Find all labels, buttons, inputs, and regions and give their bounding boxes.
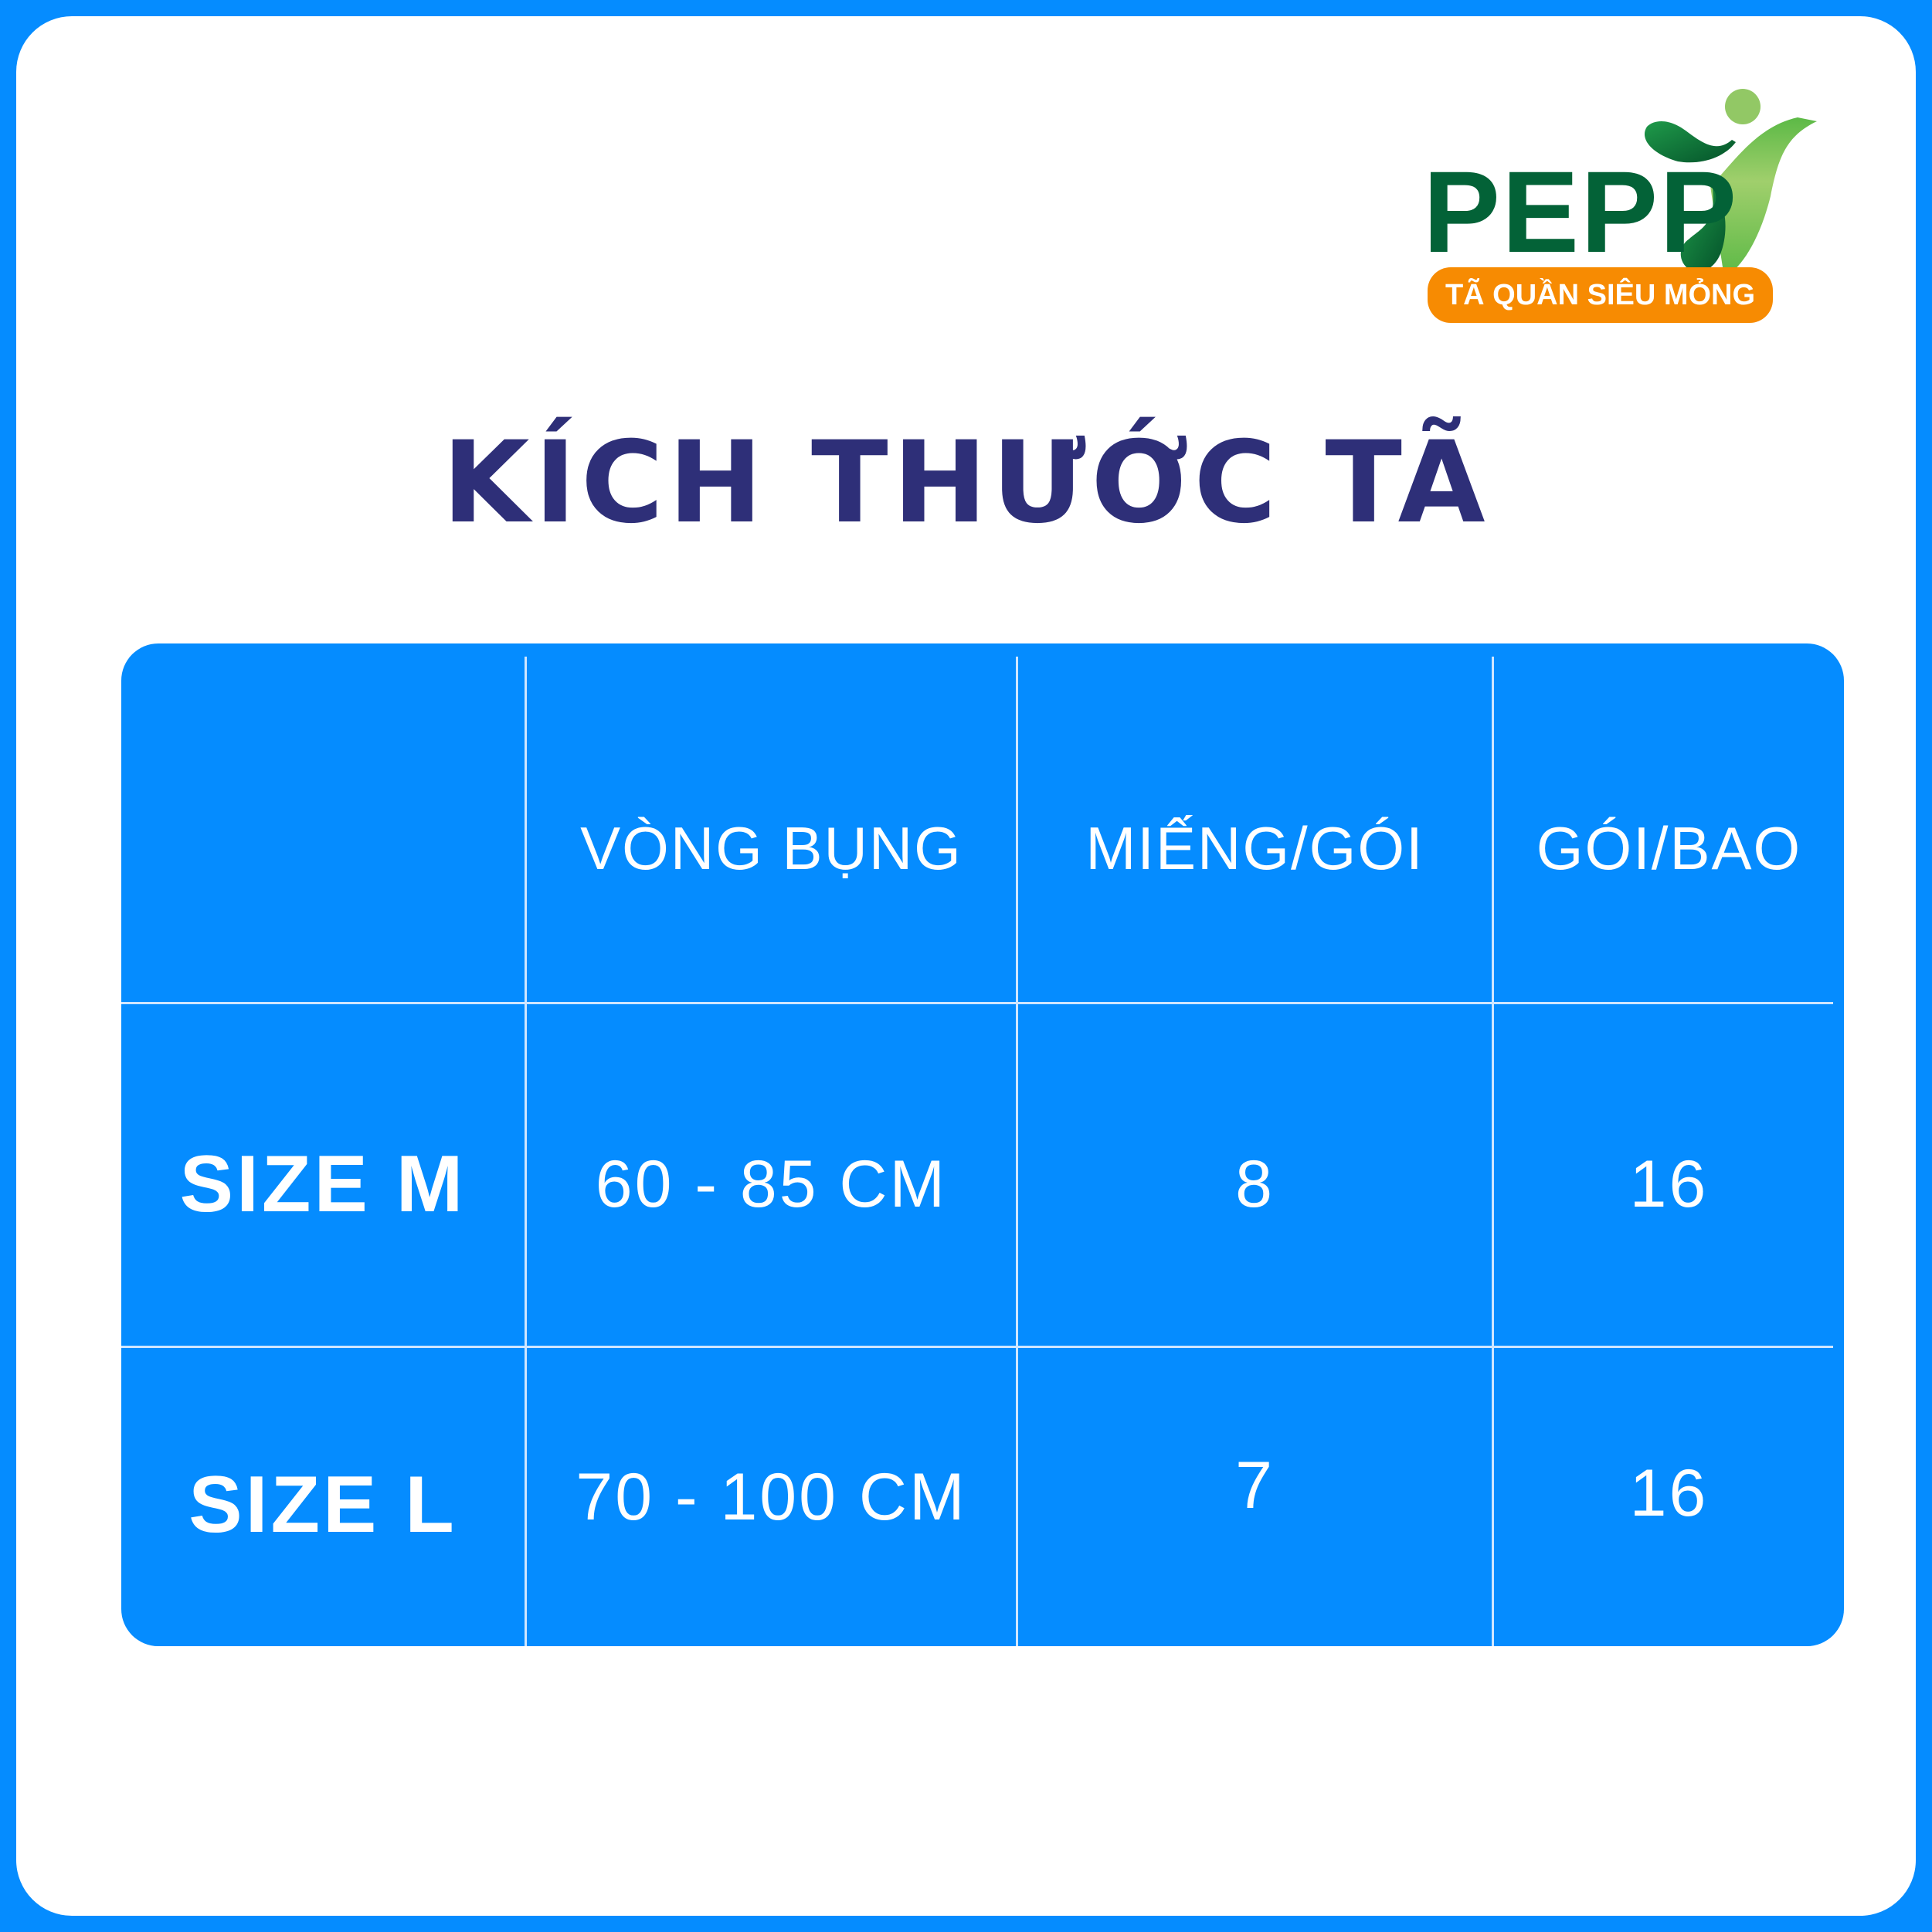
column-divider (1492, 657, 1494, 1646)
size-m-label: SIZE M (179, 1139, 467, 1229)
size-l-pieces: 7 (1235, 1448, 1275, 1523)
page-title: KÍCH THƯỚC TÃ (442, 417, 1490, 548)
size-m-pieces: 8 (1235, 1146, 1275, 1221)
column-divider (525, 657, 527, 1646)
size-l-packs: 16 (1629, 1455, 1709, 1530)
size-l-label: SIZE L (188, 1459, 457, 1550)
header-pieces-per-pack: MIẾNG/GÓI (1085, 813, 1424, 882)
logo-mark-icon (1644, 89, 1817, 277)
brand-name: PEPP (1423, 147, 1739, 277)
header-waist: VÒNG BỤNG (580, 813, 963, 882)
size-l-waist: 70 - 100 CM (576, 1459, 967, 1534)
column-divider (1016, 657, 1018, 1646)
size-table: VÒNG BỤNG MIẾNG/GÓI GÓI/BAO SIZE M 60 - … (121, 643, 1844, 1646)
header-packs-per-bag: GÓI/BAO (1536, 813, 1802, 882)
pepp-logo (1423, 80, 1844, 324)
row-divider (121, 1346, 1833, 1348)
row-divider (121, 1002, 1833, 1004)
size-m-packs: 16 (1629, 1146, 1709, 1221)
brand-tagline: TÃ QUẦN SIÊU MỎNG (1428, 267, 1773, 323)
size-m-waist: 60 - 85 CM (595, 1146, 948, 1221)
